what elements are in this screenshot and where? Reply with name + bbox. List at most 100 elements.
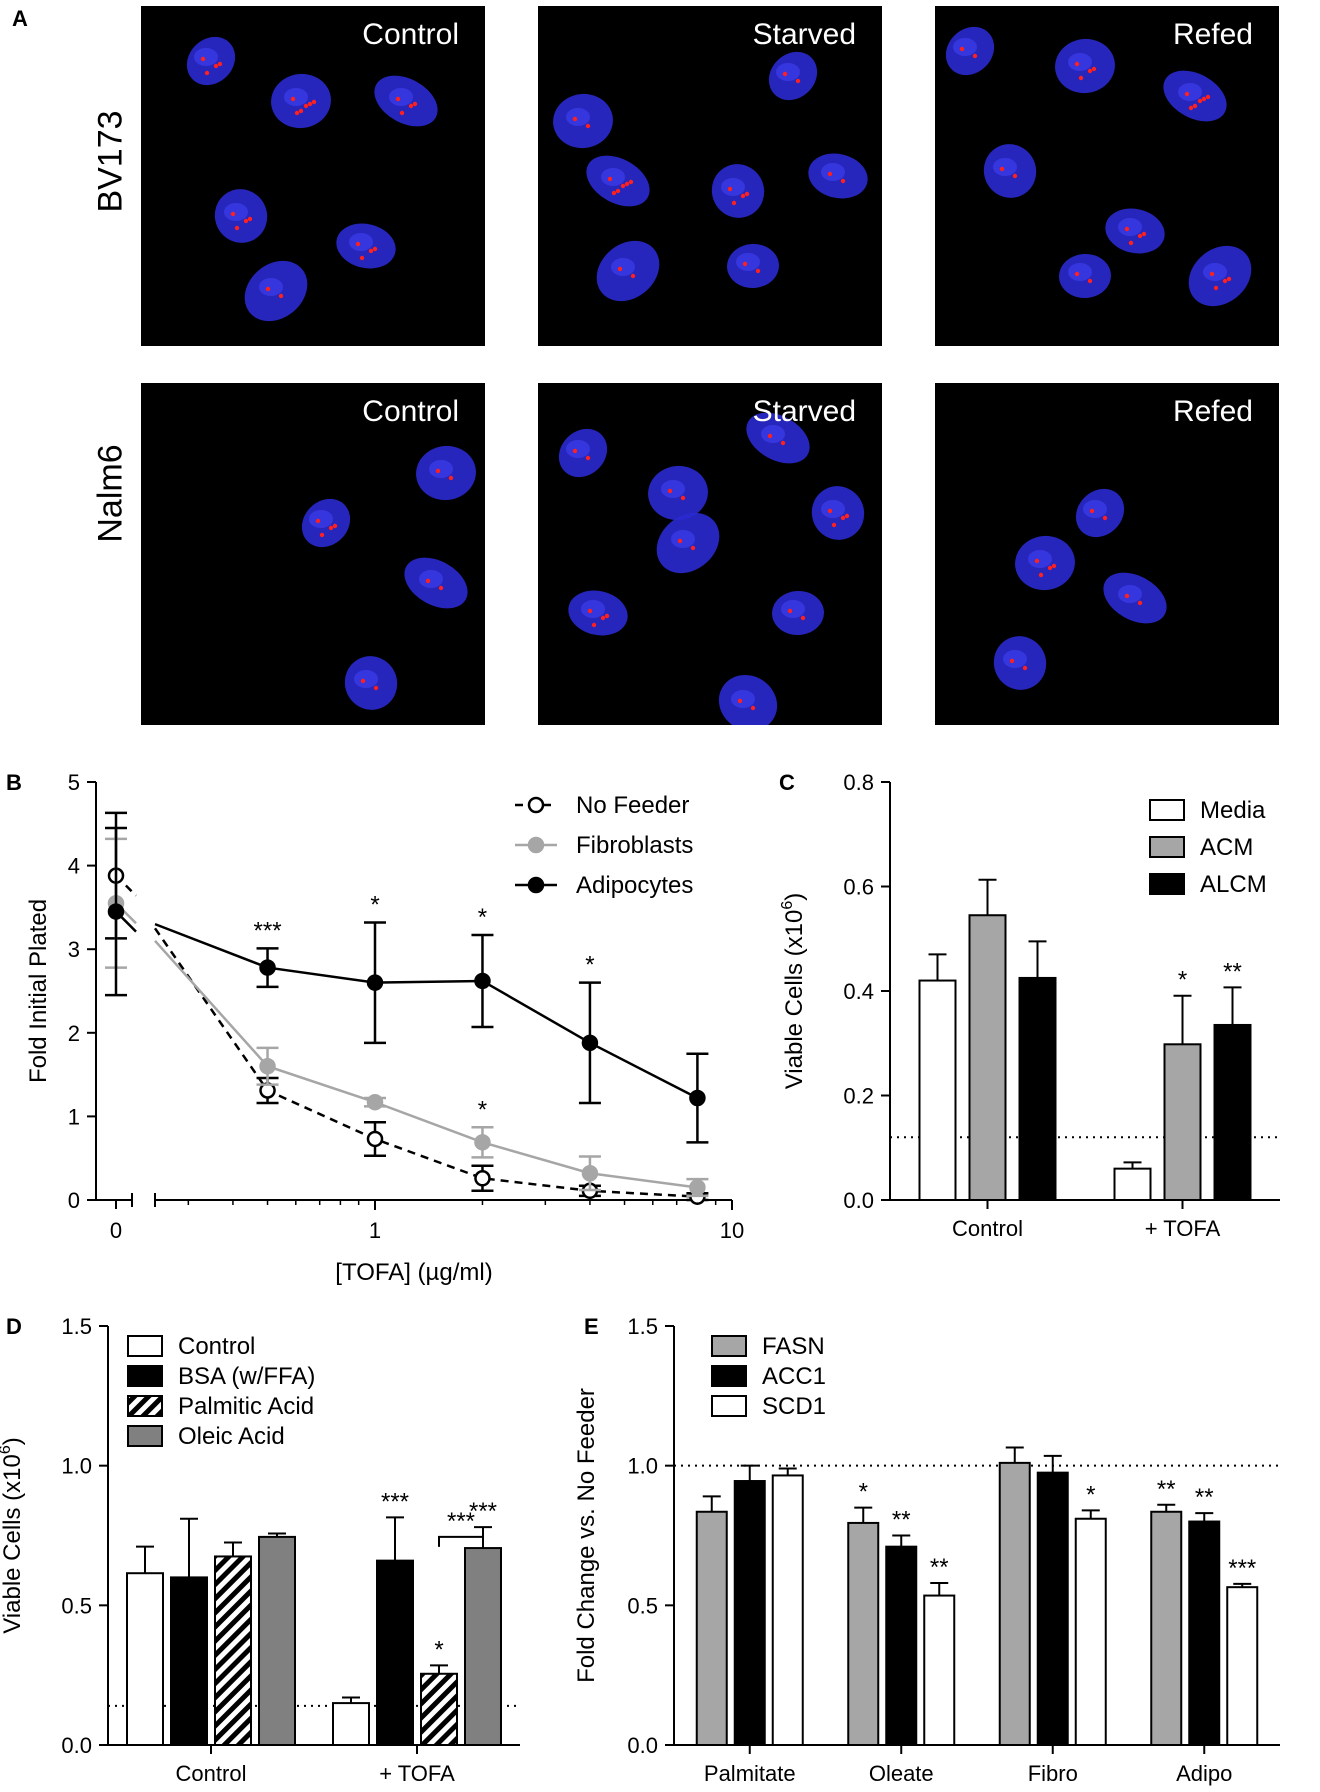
significance-marker: *** bbox=[254, 917, 282, 944]
lipid-droplet bbox=[247, 216, 253, 222]
significance-marker: ** bbox=[1157, 1476, 1176, 1503]
lipid-droplet bbox=[624, 181, 630, 187]
lipid-droplet bbox=[332, 523, 338, 529]
lipid-droplet bbox=[355, 241, 361, 247]
bar bbox=[376, 1559, 414, 1747]
legend-marker bbox=[527, 836, 545, 854]
bar bbox=[918, 979, 957, 1201]
bar bbox=[170, 1576, 208, 1747]
x-tick-label: 10 bbox=[720, 1218, 744, 1243]
cell-image bbox=[301, 445, 476, 710]
lipid-droplet bbox=[585, 123, 591, 129]
data-point bbox=[366, 1093, 384, 1111]
significance-marker: * bbox=[585, 952, 594, 979]
cell-nucleus bbox=[186, 36, 236, 86]
bar bbox=[695, 1510, 728, 1747]
cell-nucleus bbox=[596, 240, 660, 302]
panel-e-label: E bbox=[584, 1314, 599, 1339]
lipid-droplet bbox=[1128, 240, 1134, 246]
cell-nucleus bbox=[1015, 535, 1075, 591]
cell-nucleus bbox=[718, 675, 778, 725]
significance-marker: * bbox=[434, 1636, 443, 1663]
x-tick-label: Adipo bbox=[1176, 1761, 1232, 1786]
x-tick-label: Control bbox=[176, 1761, 247, 1786]
cell-nucleus bbox=[404, 557, 468, 609]
micrograph-bv173-refed: Refed bbox=[935, 6, 1279, 346]
y-tick-label: 5 bbox=[68, 770, 80, 795]
cell-nucleus bbox=[1059, 253, 1111, 299]
significance-marker: * bbox=[370, 891, 379, 918]
lipid-droplet bbox=[360, 678, 366, 684]
cell-nucleus bbox=[811, 486, 865, 540]
bar bbox=[998, 1461, 1031, 1746]
lipid-droplet bbox=[587, 608, 593, 614]
lipid-droplet bbox=[1102, 515, 1108, 521]
bar bbox=[1226, 1586, 1259, 1746]
lipid-droplet bbox=[1222, 278, 1228, 284]
lipid-droplet bbox=[831, 522, 837, 528]
y-tick-label: 0 bbox=[68, 1188, 80, 1213]
lipid-droplet bbox=[1074, 61, 1080, 67]
data-point bbox=[474, 1170, 491, 1187]
bar bbox=[464, 1547, 502, 1746]
cell-nucleus bbox=[344, 656, 398, 710]
cell-nucleus bbox=[711, 164, 765, 218]
lipid-droplet bbox=[677, 538, 683, 544]
lipid-droplet bbox=[200, 56, 206, 62]
micrograph-bv173-control: Control bbox=[141, 6, 485, 346]
bar bbox=[1018, 976, 1057, 1201]
legend-label: FASN bbox=[762, 1333, 825, 1360]
lipid-droplet bbox=[373, 685, 379, 691]
bar bbox=[885, 1545, 918, 1746]
lipid-droplet bbox=[307, 101, 313, 107]
y-axis-title: Viable Cells (x106) bbox=[0, 1437, 26, 1634]
data-point bbox=[366, 1130, 384, 1148]
lipid-droplet bbox=[742, 261, 748, 267]
lipid-droplet bbox=[217, 61, 223, 67]
bar bbox=[214, 1555, 252, 1746]
cell-nucleus bbox=[1105, 208, 1165, 254]
legend-swatch bbox=[711, 1365, 747, 1387]
lipid-droplet bbox=[827, 171, 833, 177]
legend-swatch bbox=[127, 1335, 163, 1357]
data-point bbox=[107, 903, 125, 920]
lipid-droplet bbox=[359, 255, 365, 261]
lipid-droplet bbox=[1089, 508, 1095, 514]
lipid-droplet bbox=[744, 191, 750, 197]
lipid-droplet bbox=[667, 488, 673, 494]
micrograph-nalm6-refed: Refed bbox=[935, 383, 1279, 725]
y-tick-label: 0.6 bbox=[843, 875, 874, 900]
lipid-droplet bbox=[372, 246, 378, 252]
lipid-droplet bbox=[1184, 91, 1190, 97]
lipid-droplet bbox=[303, 103, 309, 109]
lipid-droplet bbox=[448, 475, 454, 481]
legend-swatch bbox=[711, 1335, 747, 1357]
lipid-droplet bbox=[840, 178, 846, 184]
legend-label: Media bbox=[1200, 797, 1266, 824]
y-tick-label: 0.4 bbox=[843, 979, 874, 1004]
panel-c-label: C bbox=[779, 770, 795, 795]
lipid-droplet bbox=[767, 433, 773, 439]
cell-nucleus bbox=[808, 153, 868, 199]
legend-swatch bbox=[127, 1365, 163, 1387]
significance-marker: * bbox=[1178, 967, 1187, 994]
cell-image bbox=[945, 26, 1252, 307]
bar bbox=[1188, 1520, 1221, 1746]
condition-label: Starved bbox=[752, 18, 856, 51]
cell-nucleus bbox=[1075, 488, 1125, 538]
legend-swatch bbox=[127, 1395, 163, 1417]
cell-image bbox=[993, 488, 1167, 690]
y-tick-label: 0.2 bbox=[843, 1084, 874, 1109]
legend-swatch bbox=[1149, 836, 1185, 858]
lipid-droplet bbox=[737, 698, 743, 704]
legend-label: Adipocytes bbox=[576, 872, 693, 899]
lipid-droplet bbox=[408, 103, 414, 109]
lipid-droplet bbox=[782, 71, 788, 77]
y-tick-label: 1.0 bbox=[61, 1454, 92, 1479]
cell-nucleus bbox=[374, 75, 438, 127]
lipid-droplet bbox=[1124, 593, 1130, 599]
cell-nucleus bbox=[336, 223, 396, 269]
lipid-droplet bbox=[620, 183, 626, 189]
bar bbox=[1074, 1517, 1107, 1746]
panel-d-label: D bbox=[6, 1314, 22, 1339]
